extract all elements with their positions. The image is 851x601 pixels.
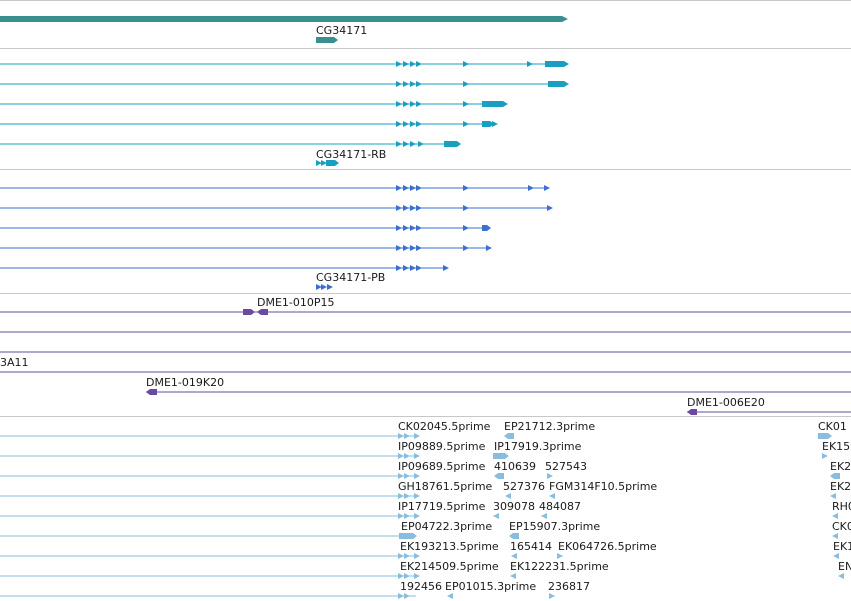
protein-row[interactable] <box>0 265 449 271</box>
clone-label: DME1-019K20 <box>146 376 224 389</box>
est-label: 236817 <box>548 580 590 593</box>
est-label: EN <box>838 560 851 573</box>
est-row[interactable] <box>0 453 828 459</box>
est-label: 192456 <box>400 580 442 593</box>
mrna-track: CG34171-RB <box>0 61 851 170</box>
est-label: EK064726.5prime <box>558 540 657 553</box>
est-row[interactable] <box>0 533 838 539</box>
est-label: EK15 <box>822 440 850 453</box>
est-label: 309078 <box>493 500 535 513</box>
est-label: RH0 <box>832 500 851 513</box>
est-label: IP17919.3prime <box>494 440 582 453</box>
est-label: 527376 <box>503 480 545 493</box>
est-label: EK193213.5prime <box>400 540 499 553</box>
clone-row[interactable] <box>146 389 851 395</box>
est-label: EP15907.3prime <box>509 520 600 533</box>
transcript-label: CG34171-RB <box>316 148 386 161</box>
est-label: EK1 <box>833 540 851 553</box>
protein-track: CG34171-PB <box>0 185 851 294</box>
est-label: IP09889.5prime <box>398 440 486 453</box>
clone-row[interactable] <box>0 309 851 315</box>
est-row[interactable] <box>0 473 840 479</box>
est-label: 410639 <box>494 460 536 473</box>
clone-row[interactable] <box>687 409 851 415</box>
est-row[interactable] <box>0 553 839 559</box>
transcript-row[interactable] <box>0 81 569 87</box>
protein-row[interactable] <box>0 225 491 231</box>
est-label: EK214509.5prime <box>400 560 499 573</box>
protein-row[interactable] <box>0 245 492 251</box>
transcript-row[interactable] <box>0 101 508 107</box>
clone-label: DME1-010P15 <box>257 296 335 309</box>
est-row[interactable] <box>0 513 838 519</box>
est-track: CK02045.5prime EP21712.3prime CK01 IP098… <box>0 420 851 599</box>
transcript-legend-glyph <box>316 160 339 166</box>
est-label: IP09689.5prime <box>398 460 486 473</box>
clone-label: DME1-006E20 <box>687 396 765 409</box>
est-label: IP17719.5prime <box>398 500 486 513</box>
est-label: 165414 <box>510 540 552 553</box>
gene-track: CG34171 <box>0 0 851 49</box>
est-label: FGM314F10.5prime <box>549 480 657 493</box>
protein-row[interactable] <box>0 185 550 191</box>
est-row[interactable] <box>0 493 836 499</box>
est-label: EK2 <box>830 460 851 473</box>
protein-label: CG34171-PB <box>316 271 385 284</box>
est-label: CK01 <box>818 420 847 433</box>
clone-label: 3A11 <box>0 356 29 369</box>
est-label: EP21712.3prime <box>504 420 595 433</box>
est-label: EK122231.5prime <box>510 560 609 573</box>
transcript-row[interactable] <box>0 141 461 147</box>
transcript-row[interactable] <box>0 121 498 127</box>
protein-row[interactable] <box>0 205 553 211</box>
transcript-row[interactable] <box>0 61 569 67</box>
gene-legend-glyph <box>316 37 338 43</box>
est-row[interactable] <box>0 433 832 439</box>
est-label: EK2 <box>830 480 851 493</box>
clone-track: DME1-010P15 3A11 DME1-019K20 DME1-006E20 <box>0 296 851 417</box>
est-label: 527543 <box>545 460 587 473</box>
est-label: GH18761.5prime <box>398 480 493 493</box>
est-row[interactable] <box>0 593 555 599</box>
protein-legend-glyph <box>316 284 333 290</box>
gene-bar[interactable] <box>0 16 568 22</box>
est-label: CK0 <box>832 520 851 533</box>
gene-label: CG34171 <box>316 24 367 37</box>
gene-feature-cg34171[interactable]: CG34171 <box>0 16 568 43</box>
est-label: CK02045.5prime <box>398 420 491 433</box>
est-label: EP04722.3prime <box>401 520 492 533</box>
est-row[interactable] <box>0 573 844 579</box>
est-label: EP01015.3prime <box>445 580 536 593</box>
est-label: 484087 <box>539 500 581 513</box>
